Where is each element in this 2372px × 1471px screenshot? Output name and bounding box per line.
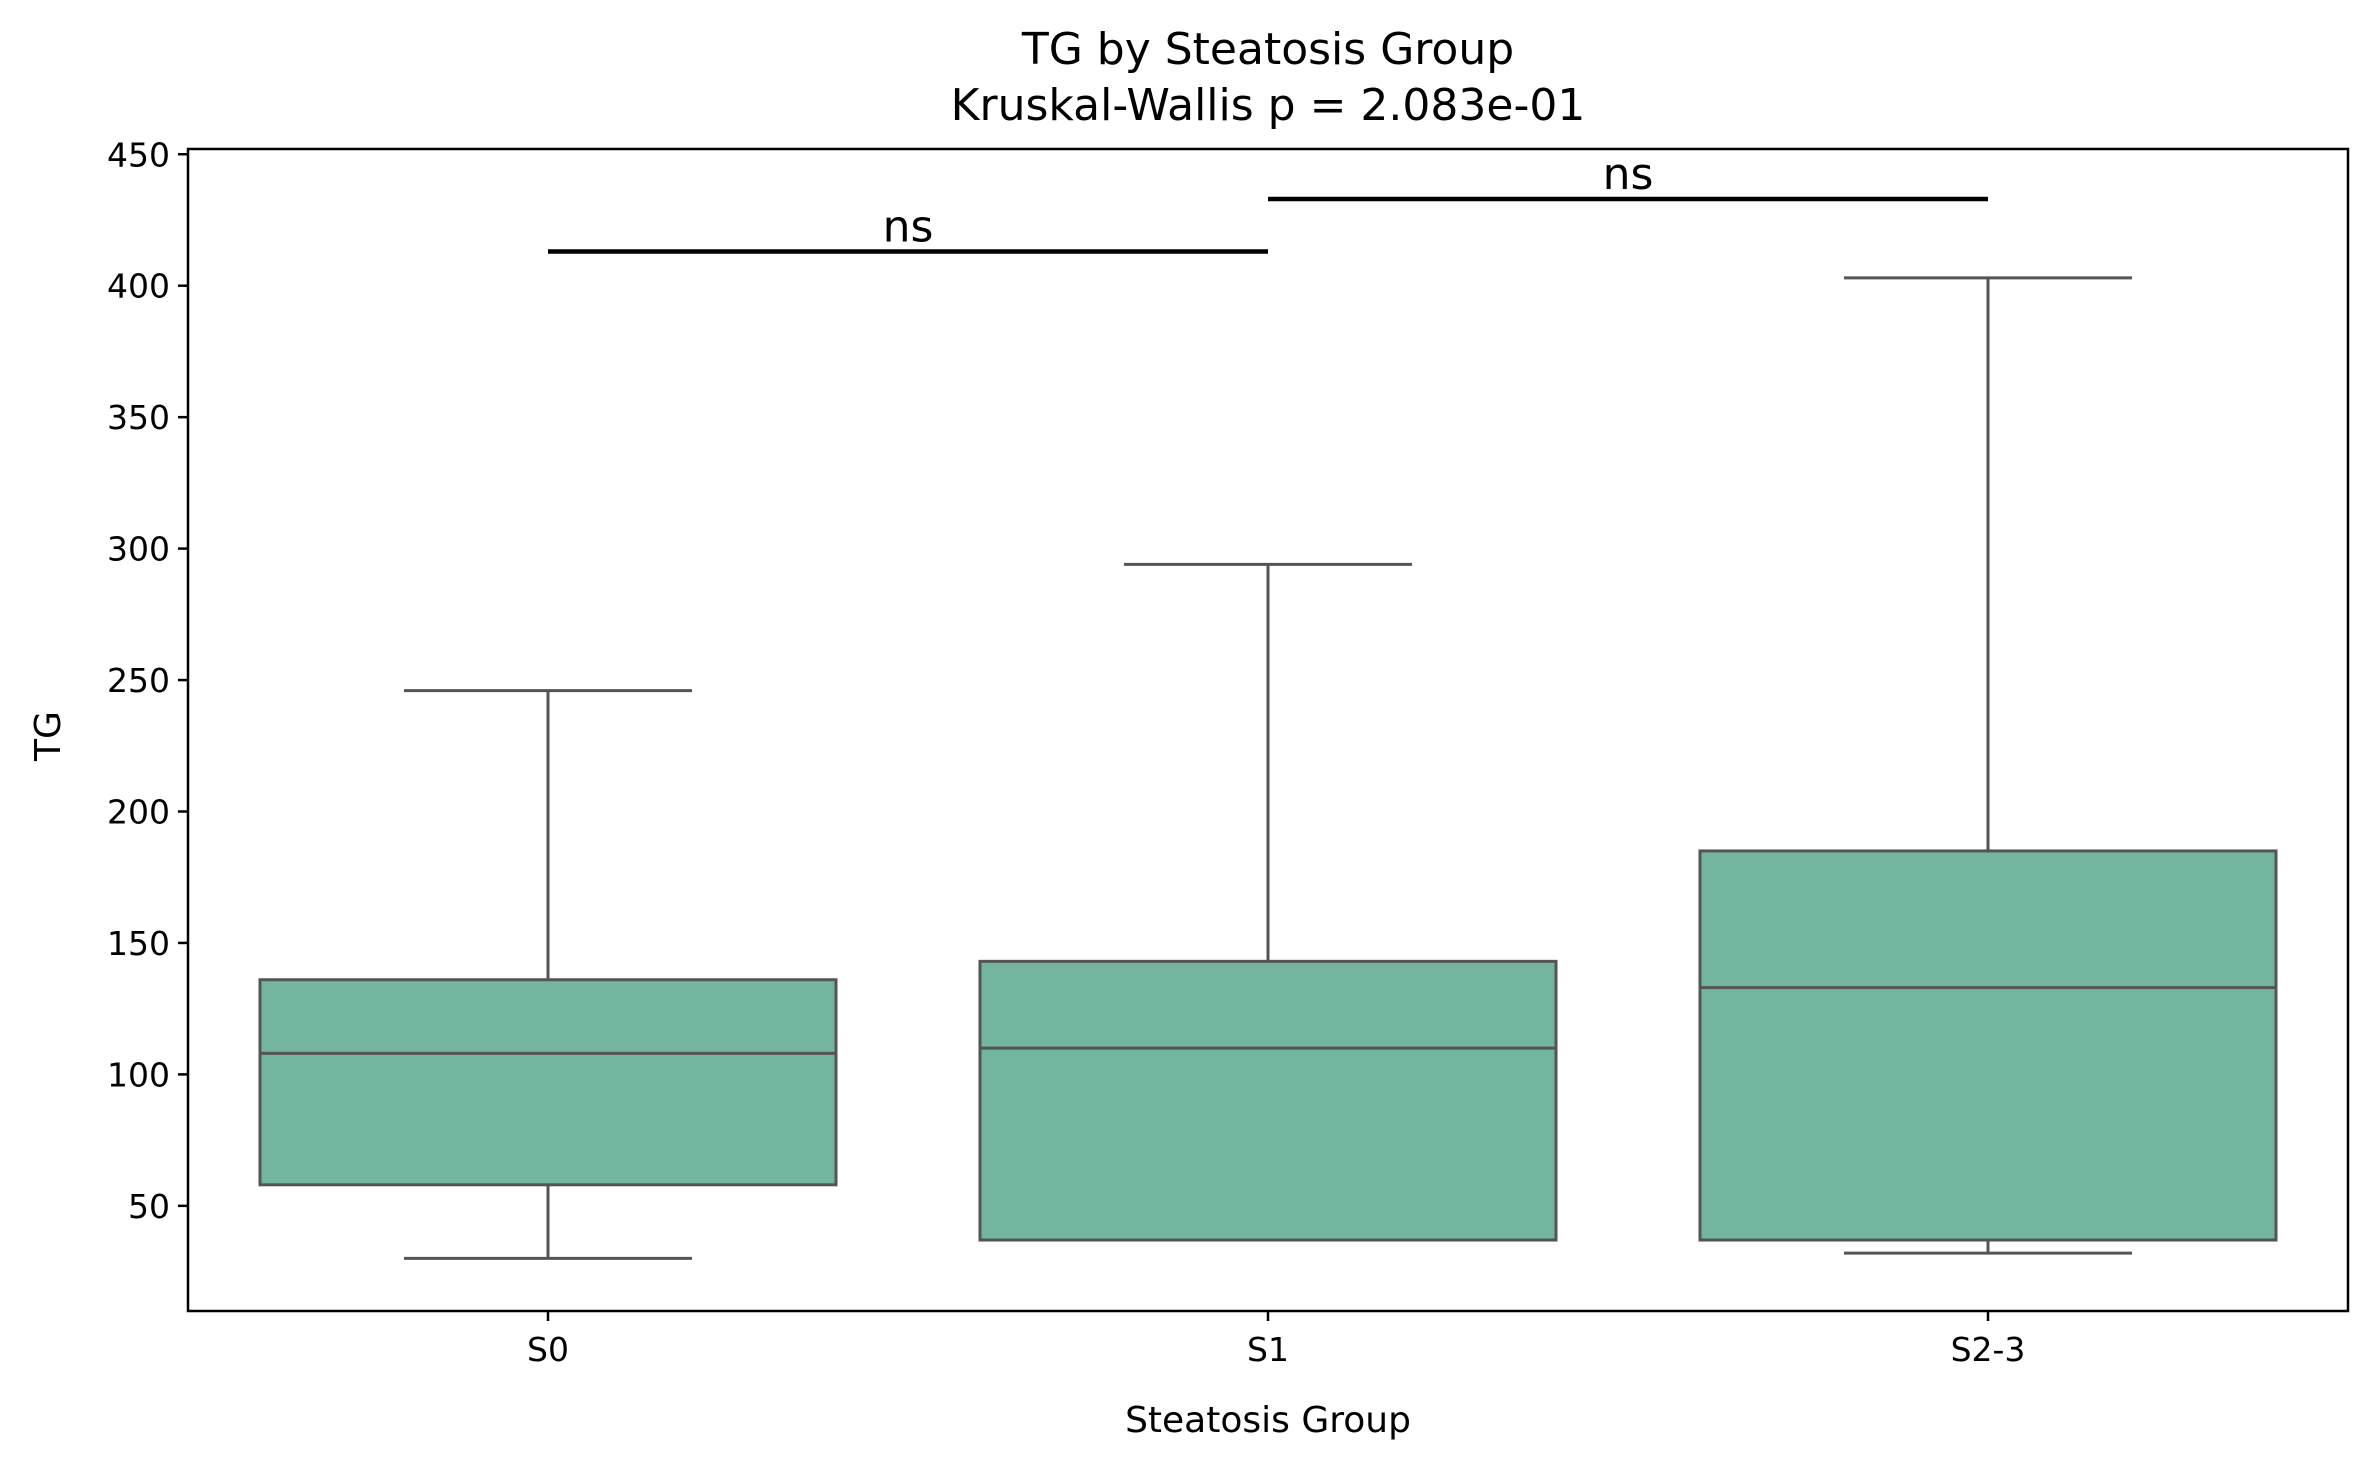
chart-subtitle: Kruskal-Wallis p = 2.083e-01 bbox=[951, 80, 1586, 131]
x-axis-label: Steatosis Group bbox=[1125, 1400, 1411, 1441]
y-tick-label: 250 bbox=[107, 661, 170, 700]
y-tick-label: 300 bbox=[107, 530, 170, 569]
plot-frame bbox=[186, 147, 2350, 1313]
y-tick-label: 200 bbox=[107, 792, 170, 831]
y-axis-label: TG bbox=[28, 711, 69, 762]
x-tick-label: S1 bbox=[1247, 1330, 1289, 1369]
y-tick-label: 150 bbox=[107, 924, 170, 963]
plot-area: 50 100 150 200 250 300 350 400 450 S0 S1 S2-3 ns ns bbox=[107, 135, 2278, 1369]
y-tick-label: 400 bbox=[107, 267, 170, 306]
x-tick-label: S0 bbox=[527, 1330, 569, 1369]
box-body bbox=[978, 959, 1558, 1242]
y-tick-label: 50 bbox=[128, 1187, 170, 1226]
significance-label: ns bbox=[883, 202, 934, 253]
box-body bbox=[1698, 849, 2278, 1242]
y-tick-label: 100 bbox=[107, 1055, 170, 1094]
y-tick-label: 450 bbox=[107, 135, 170, 174]
x-tick-label: S2-3 bbox=[1951, 1330, 2026, 1369]
significance-label: ns bbox=[1603, 149, 1654, 200]
box-body bbox=[258, 978, 838, 1187]
y-tick-label: 350 bbox=[107, 398, 170, 437]
chart-title: TG by Steatosis Group bbox=[1021, 24, 1514, 75]
